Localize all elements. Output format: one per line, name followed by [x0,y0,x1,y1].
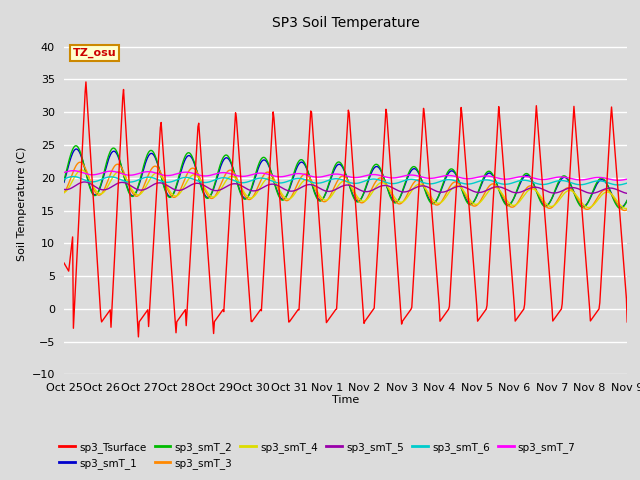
sp3_smT_5 [129,184,137,190]
sp3_smT_3 [415,177,422,183]
sp3_smT_2 [70,144,78,150]
sp3_smT_3 [431,202,439,207]
Line: sp3_smT_3: sp3_smT_3 [64,162,627,210]
Title: SP3 Soil Temperature: SP3 Soil Temperature [272,16,419,30]
Line: sp3_smT_4: sp3_smT_4 [64,170,627,208]
sp3_smT_6 [71,174,79,180]
sp3_Tsurface [129,243,137,249]
sp3_smT_7 [431,175,439,181]
Text: TZ_osu: TZ_osu [72,48,116,58]
sp3_smT_6 [614,182,621,188]
sp3_smT_7 [614,178,621,183]
sp3_smT_4 [415,181,422,187]
sp3_smT_1 [623,198,631,204]
sp3_smT_1 [70,147,78,153]
sp3_smT_2 [72,143,79,149]
sp3_smT_5 [623,191,631,196]
sp3_smT_7 [71,168,79,174]
sp3_smT_5 [81,179,88,185]
sp3_Tsurface [217,310,225,316]
sp3_smT_1 [431,199,439,204]
sp3_smT_7 [216,170,224,176]
sp3_smT_6 [415,178,422,184]
sp3_smT_4 [60,190,68,195]
sp3_smT_4 [431,199,439,205]
sp3_Tsurface [60,260,68,266]
Legend: sp3_Tsurface, sp3_smT_1, sp3_smT_2, sp3_smT_3, sp3_smT_4, sp3_smT_5, sp3_smT_6, : sp3_Tsurface, sp3_smT_1, sp3_smT_2, sp3_… [55,438,580,473]
sp3_smT_3 [186,167,194,172]
sp3_smT_4 [129,188,137,194]
sp3_smT_2 [616,205,624,211]
sp3_smT_1 [129,193,137,199]
sp3_Tsurface [623,319,631,325]
sp3_smT_2 [129,193,137,199]
sp3_smT_4 [70,175,78,180]
sp3_smT_1 [73,146,81,152]
sp3_Tsurface [134,334,142,340]
sp3_smT_2 [415,170,422,176]
sp3_Tsurface [70,310,78,315]
Line: sp3_smT_7: sp3_smT_7 [64,171,627,180]
sp3_smT_6 [431,180,439,186]
sp3_smT_2 [60,178,68,183]
sp3_smT_3 [76,159,83,165]
sp3_smT_1 [216,166,224,172]
sp3_smT_6 [186,175,194,181]
sp3_smT_2 [431,199,439,205]
sp3_smT_4 [623,205,631,211]
Y-axis label: Soil Temperature (C): Soil Temperature (C) [17,147,28,261]
sp3_smT_6 [60,176,68,182]
sp3_smT_1 [617,204,625,210]
sp3_smT_5 [60,187,68,192]
sp3_smT_6 [129,179,137,185]
sp3_smT_7 [186,170,194,176]
Line: sp3_smT_2: sp3_smT_2 [64,146,627,208]
X-axis label: Time: Time [332,395,359,405]
sp3_smT_5 [431,188,439,193]
sp3_Tsurface [416,172,424,178]
Line: sp3_smT_6: sp3_smT_6 [64,177,627,185]
sp3_smT_3 [60,190,68,195]
sp3_smT_1 [415,171,422,177]
sp3_smT_6 [70,174,77,180]
sp3_smT_3 [129,191,137,196]
sp3_smT_2 [186,151,194,156]
sp3_smT_6 [623,180,631,186]
sp3_smT_5 [216,187,224,193]
sp3_smT_4 [186,174,194,180]
sp3_smT_5 [186,182,194,188]
sp3_Tsurface [82,79,90,85]
sp3_smT_5 [415,183,422,189]
sp3_smT_1 [60,180,68,185]
Line: sp3_Tsurface: sp3_Tsurface [64,82,627,337]
sp3_smT_7 [623,176,631,182]
sp3_smT_5 [70,183,78,189]
sp3_smT_3 [216,184,224,190]
sp3_smT_3 [623,207,631,213]
sp3_smT_7 [60,169,68,175]
Line: sp3_smT_5: sp3_smT_5 [64,182,627,193]
sp3_smT_7 [129,172,137,178]
sp3_smT_4 [216,188,224,194]
sp3_smT_2 [216,163,224,168]
sp3_smT_3 [70,167,78,172]
sp3_smT_2 [623,197,631,203]
sp3_Tsurface [432,262,440,268]
sp3_smT_3 [621,207,628,213]
Line: sp3_smT_1: sp3_smT_1 [64,149,627,207]
sp3_smT_4 [77,167,85,173]
sp3_smT_7 [70,168,77,174]
sp3_Tsurface [187,243,195,249]
sp3_smT_4 [623,205,630,211]
sp3_smT_1 [186,153,194,159]
sp3_smT_7 [415,173,422,179]
sp3_smT_6 [216,175,224,181]
